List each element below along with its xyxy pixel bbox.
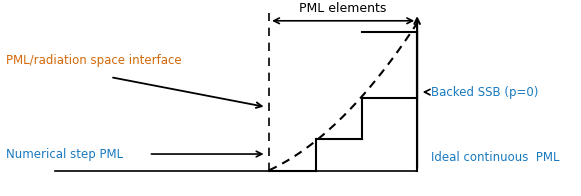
Text: Numerical step PML: Numerical step PML bbox=[6, 148, 123, 161]
Text: Ideal continuous  PML: Ideal continuous PML bbox=[431, 151, 560, 164]
Text: PML elements: PML elements bbox=[299, 2, 387, 15]
Text: PML/radiation space interface: PML/radiation space interface bbox=[6, 54, 182, 67]
Text: Backed SSB (p=0): Backed SSB (p=0) bbox=[431, 86, 538, 99]
